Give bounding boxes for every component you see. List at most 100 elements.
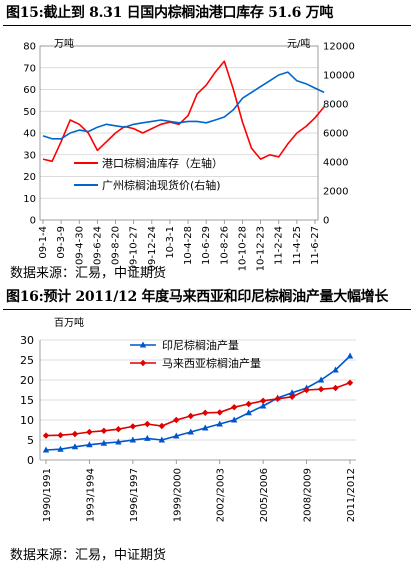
data-point-malaysia xyxy=(230,404,238,411)
data-point-indonesia xyxy=(173,432,180,439)
x-tick-label: 10-12-23 xyxy=(256,226,267,271)
data-point-malaysia xyxy=(245,400,252,408)
series-lines xyxy=(42,60,325,163)
x-tick-label: 09-6-24 xyxy=(92,226,103,265)
left-tick-label: 40 xyxy=(23,129,36,140)
data-point-malaysia xyxy=(144,420,151,428)
data-point-indonesia xyxy=(129,436,137,443)
left-tick-label: 60 xyxy=(23,85,36,96)
axes xyxy=(39,340,356,464)
data-point-indonesia xyxy=(115,438,122,445)
data-point-indonesia xyxy=(187,428,194,435)
legend-marker-triangle xyxy=(139,341,147,348)
left-tick-label: 70 xyxy=(23,63,36,74)
data-point-malaysia xyxy=(332,384,339,392)
x-tick-label: 10-3-1 xyxy=(165,226,176,259)
x-tick-label: 09-1-4 xyxy=(38,226,49,259)
x-tick-label: 1990/1991 xyxy=(42,468,53,522)
data-point-malaysia xyxy=(100,427,108,434)
legend-label-malaysia: 马来西亚棕榈油产量 xyxy=(162,356,261,370)
data-point-indonesia xyxy=(71,443,79,450)
y-axis-unit: 百万吨 xyxy=(54,316,84,329)
data-point-malaysia xyxy=(173,416,180,424)
data-point-malaysia xyxy=(259,397,267,404)
left-tick-label: 10 xyxy=(23,194,36,205)
x-tick-label: 10-4-28 xyxy=(183,226,194,265)
chart-palm-oil-production: 0 5 10 15 20 25 30 1990/1991 1993/1994 1996/1997 1… xyxy=(20,316,357,522)
title-underline xyxy=(3,25,411,26)
right-tick-label: 12000 xyxy=(323,42,355,53)
data-point-malaysia xyxy=(57,432,64,439)
left-tick-label: 80 xyxy=(23,42,36,53)
data-point-indonesia xyxy=(230,416,238,423)
axes xyxy=(39,45,319,224)
right-tick-label: 10000 xyxy=(323,71,355,82)
x-tick-label: 09-8-20 xyxy=(111,226,122,265)
figure-15-title: 图15:截止到 8.31 日国内棕榈油港口库存 51.6 万吨 xyxy=(6,5,334,21)
data-point-malaysia xyxy=(86,428,93,436)
x-tick-label: 2005/2006 xyxy=(259,468,270,522)
data-point-malaysia xyxy=(274,395,281,402)
x-tick-label: 2008/2009 xyxy=(303,468,314,522)
x-tick-label: 09-12-24 xyxy=(147,226,158,271)
data-point-indonesia xyxy=(245,409,252,416)
right-axis-unit: 元/吨 xyxy=(287,37,310,50)
x-tick-label: 09-10-27 xyxy=(129,226,140,271)
series-line-port-stock xyxy=(42,60,325,163)
right-tick-label: 0 xyxy=(323,216,329,227)
series-lines xyxy=(42,352,354,453)
legend-label-price: 广州棕榈油现货价(右轴) xyxy=(102,178,221,192)
right-tick-label: 4000 xyxy=(323,158,348,169)
data-point-indonesia xyxy=(202,424,209,431)
tick-labels: 0 10 20 30 40 50 60 70 80 0 2000 4000 6000 8000 10000 1… xyxy=(23,42,355,272)
legend-label-indonesia: 印尼棕榈油产量 xyxy=(162,338,239,352)
data-point-malaysia xyxy=(115,426,122,433)
figure-16-source: 数据来源：汇易，中证期货 xyxy=(10,548,167,563)
x-tick-label: 2002/2003 xyxy=(216,468,227,522)
y-tick-label: 5 xyxy=(27,434,34,447)
x-tick-label: 11-2-24 xyxy=(274,226,285,265)
y-tick-label: 25 xyxy=(20,354,34,367)
data-point-indonesia xyxy=(317,376,325,383)
y-tick-label: 10 xyxy=(20,414,34,427)
right-tick-label: 2000 xyxy=(323,187,348,198)
data-point-indonesia xyxy=(144,434,151,441)
data-point-indonesia xyxy=(346,352,354,359)
right-tick-label: 6000 xyxy=(323,129,348,140)
data-point-indonesia xyxy=(57,445,64,452)
y-tick-label: 30 xyxy=(20,334,34,347)
data-point-malaysia xyxy=(42,432,50,439)
x-tick-label: 10-10-28 xyxy=(237,226,248,271)
x-tick-label: 10-6-29 xyxy=(201,226,212,265)
y-tick-label: 15 xyxy=(20,394,34,407)
y-tick-label: 20 xyxy=(20,374,34,387)
data-point-malaysia xyxy=(158,422,166,430)
data-point-indonesia xyxy=(216,420,223,427)
data-point-malaysia xyxy=(317,386,325,393)
left-tick-label: 30 xyxy=(23,150,36,161)
left-tick-label: 20 xyxy=(23,172,36,183)
title-underline xyxy=(3,309,411,310)
data-point-malaysia xyxy=(129,423,137,430)
data-point-malaysia xyxy=(216,409,223,416)
y-tick-label: 0 xyxy=(27,454,34,467)
legend: 港口棕榈油库存（左轴） 广州棕榈油现货价(右轴) xyxy=(74,156,223,192)
right-tick-label: 8000 xyxy=(323,100,348,111)
data-point-indonesia xyxy=(100,439,108,446)
series-line-spot-price xyxy=(42,71,325,140)
data-point-indonesia xyxy=(42,446,50,453)
left-tick-label: 0 xyxy=(30,216,36,227)
x-tick-label: 09-4-30 xyxy=(74,226,85,265)
x-tick-label: 2011/2012 xyxy=(346,468,357,522)
data-point-malaysia xyxy=(303,386,310,394)
legend-label-stock: 港口棕榈油库存（左轴） xyxy=(102,156,223,170)
x-tick-label: 1993/1994 xyxy=(85,468,96,522)
data-point-indonesia xyxy=(86,441,93,448)
series-line-malaysia xyxy=(45,382,351,437)
data-point-malaysia xyxy=(346,379,354,386)
plot-frame xyxy=(39,45,319,221)
series-line-indonesia xyxy=(45,355,351,451)
data-point-malaysia xyxy=(288,393,296,400)
x-tick-label: 09-3-9 xyxy=(56,226,67,259)
